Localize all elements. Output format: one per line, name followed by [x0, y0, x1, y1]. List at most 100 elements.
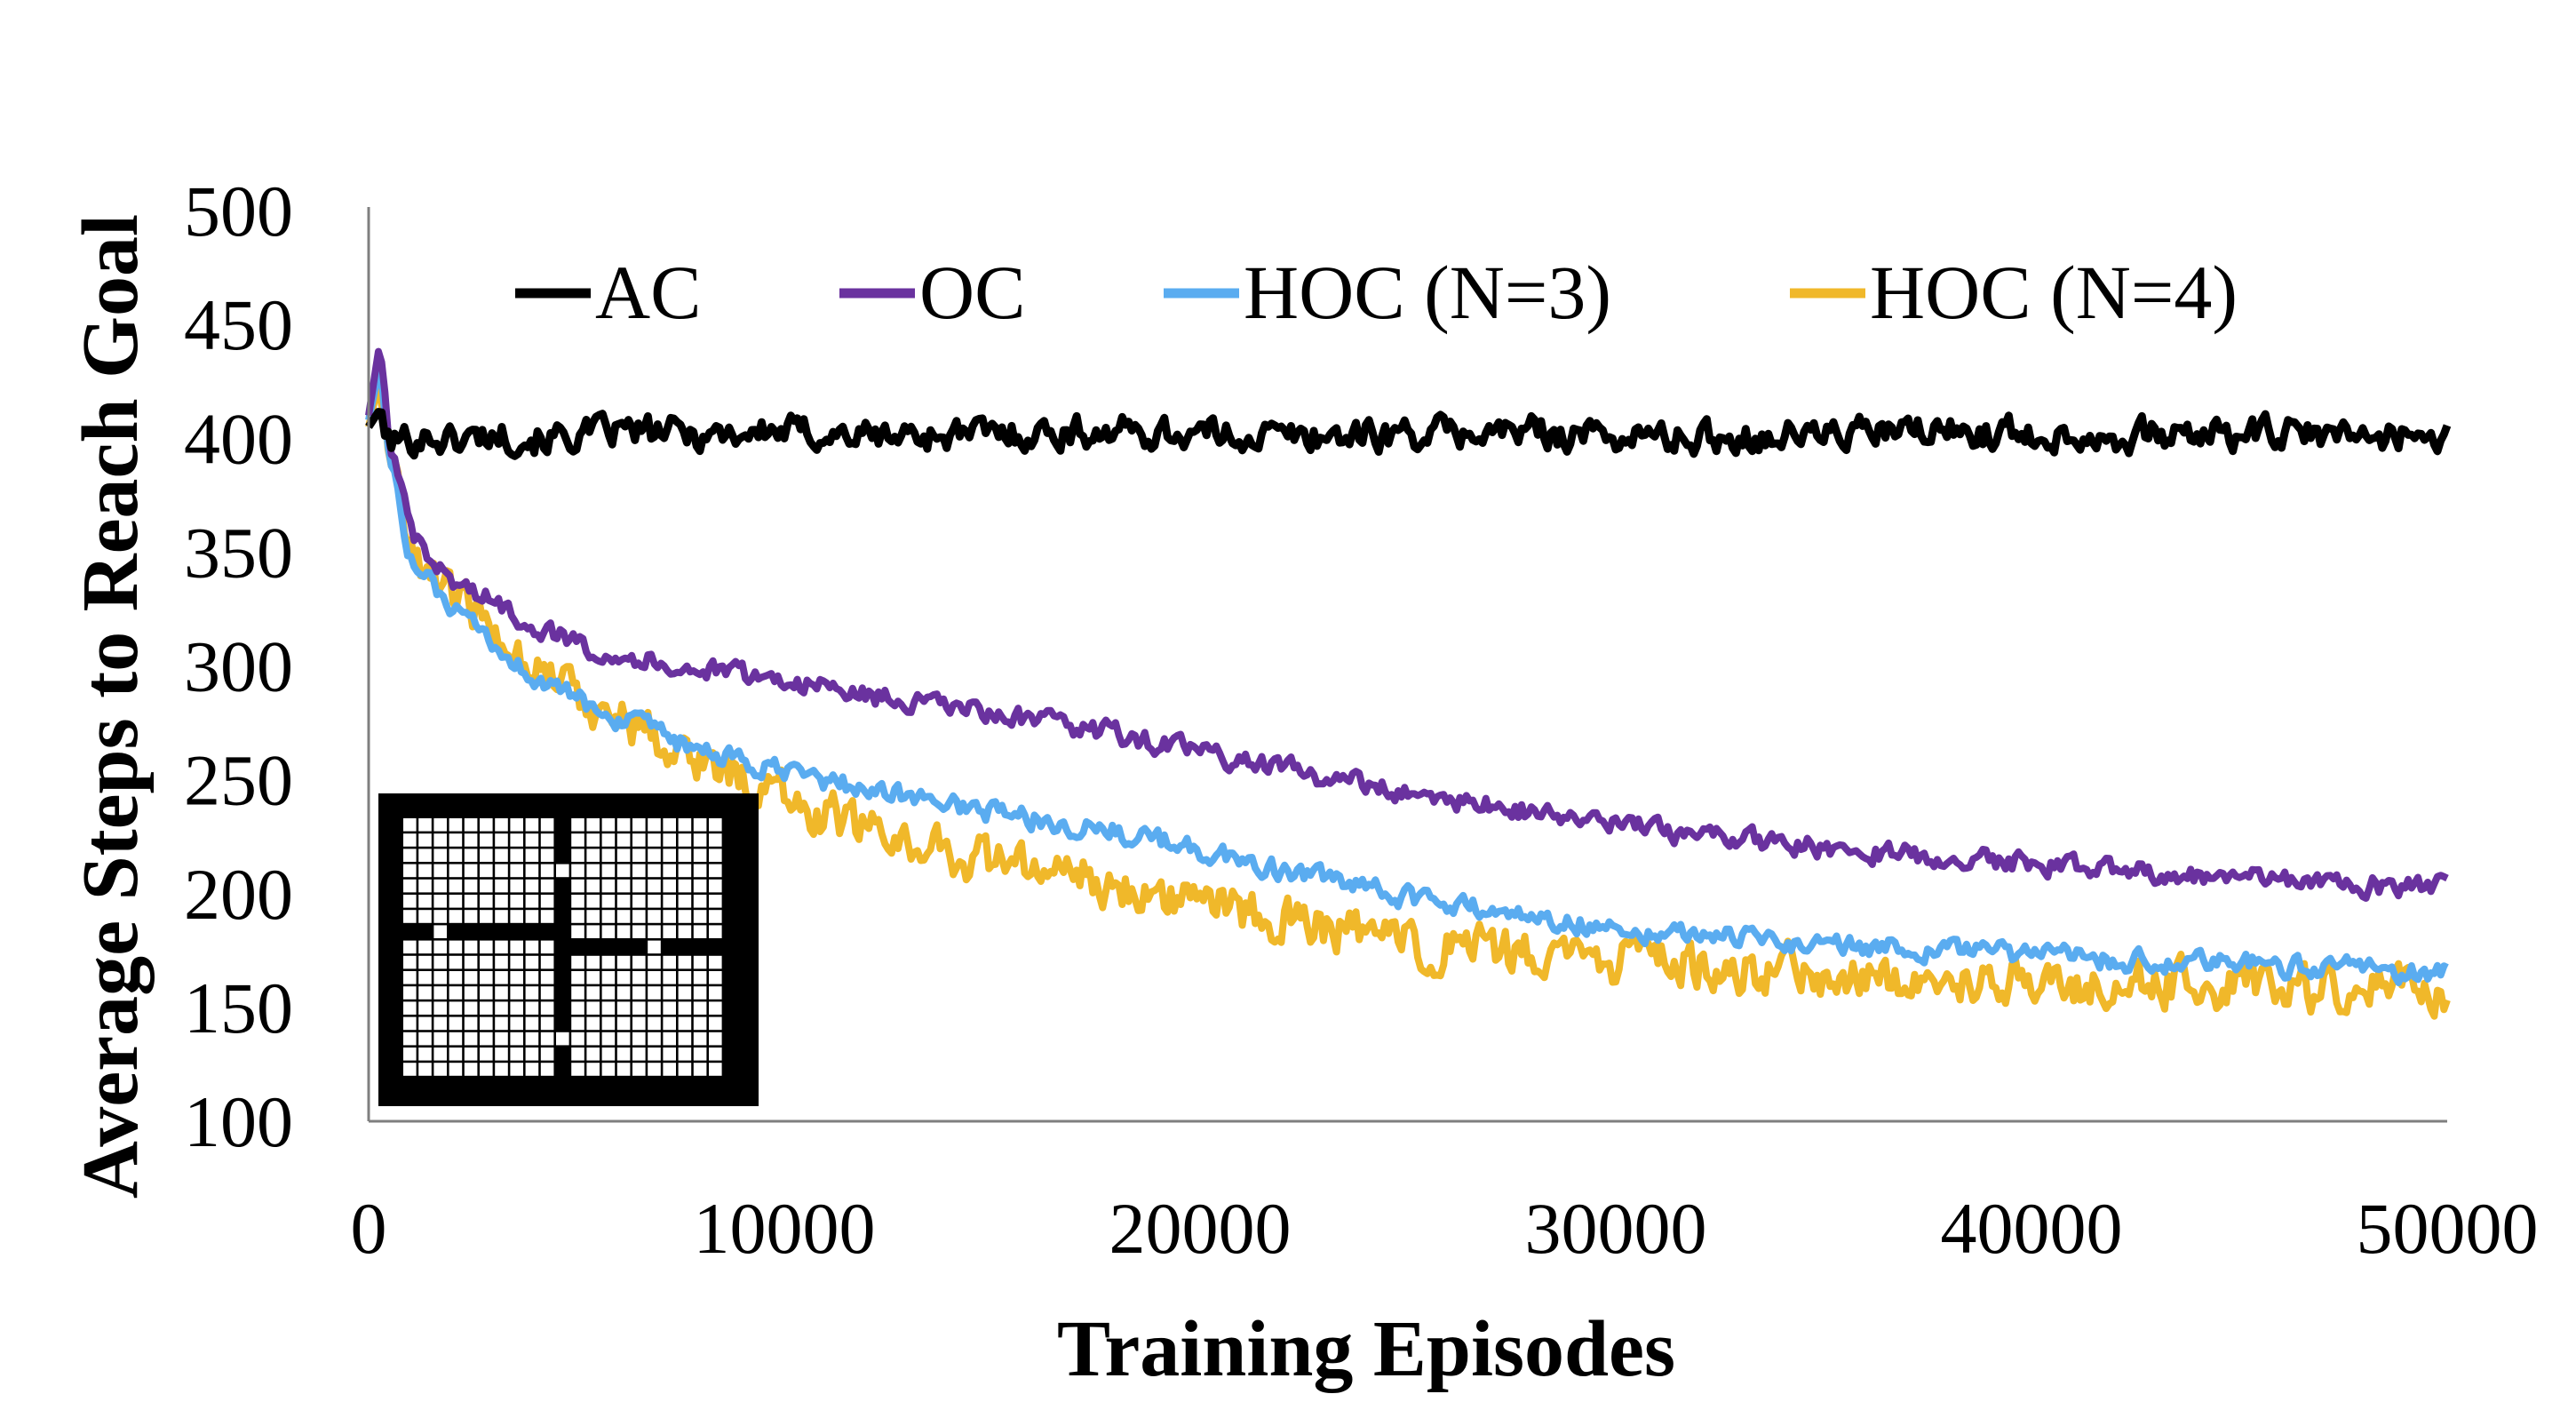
maze-cell: [693, 1032, 707, 1046]
maze-cell: [510, 1001, 523, 1015]
series-layer: [365, 347, 2452, 1020]
maze-cell: [709, 1016, 722, 1031]
maze-cell: [495, 1001, 508, 1015]
maze-cell: [418, 833, 432, 847]
y-tick-label: 250: [184, 740, 293, 821]
maze-cell: [464, 1063, 478, 1076]
maze-cell: [433, 1016, 447, 1031]
maze-cell: [648, 1048, 661, 1061]
maze-cell: [510, 864, 523, 878]
y-tick-label: 400: [184, 398, 293, 479]
maze-cell: [571, 925, 584, 938]
maze-cell: [678, 879, 692, 893]
maze-cell: [464, 971, 478, 984]
maze-cell: [403, 1032, 417, 1046]
x-tick-label: 40000: [1941, 1188, 2123, 1269]
maze-cell: [648, 848, 661, 862]
maze-cell: [663, 895, 676, 908]
maze-cell: [663, 864, 676, 878]
maze-cell: [648, 910, 661, 923]
maze-cell: [556, 940, 569, 954]
maze-cell: [418, 864, 432, 878]
maze-cell: [480, 1048, 493, 1061]
maze-cell: [480, 895, 493, 908]
maze-cell: [403, 925, 417, 938]
maze-cell: [648, 1001, 661, 1015]
maze-cell: [495, 1063, 508, 1076]
maze-cell: [693, 833, 707, 847]
maze-cell: [571, 986, 584, 1000]
maze-cell: [433, 848, 447, 862]
maze-cell: [525, 1063, 539, 1076]
maze-cell: [403, 1048, 417, 1061]
maze-cell: [616, 895, 631, 908]
maze-cell: [693, 910, 707, 923]
maze-cell: [480, 818, 493, 832]
maze-cell: [616, 864, 631, 878]
maze-cell: [601, 1032, 616, 1046]
maze-cell: [403, 955, 417, 969]
maze-cell: [663, 1001, 676, 1015]
maze-cell: [678, 1016, 692, 1031]
maze-cell: [601, 1048, 616, 1061]
axes-layer: [367, 207, 2447, 1123]
maze-cell: [601, 1063, 616, 1076]
maze-cell: [433, 986, 447, 1000]
maze-cell: [586, 818, 600, 832]
maze-cell: [464, 1048, 478, 1061]
maze-cell: [709, 848, 722, 862]
maze-cell: [495, 910, 508, 923]
maze-cell: [663, 1048, 676, 1061]
x-tick-label: 50000: [2357, 1188, 2539, 1269]
maze-cell: [540, 864, 554, 878]
maze-cell: [663, 848, 676, 862]
maze-cell: [586, 879, 600, 893]
maze-cell: [418, 1048, 432, 1061]
maze-cell: [433, 879, 447, 893]
maze-cell: [663, 955, 676, 969]
maze-cell: [616, 1001, 631, 1015]
maze-cell: [632, 848, 646, 862]
maze-cell: [525, 971, 539, 984]
maze-cell: [403, 833, 417, 847]
maze-cell: [540, 940, 554, 954]
maze-cell: [709, 910, 722, 923]
maze-cell: [571, 879, 584, 893]
maze-cell: [601, 818, 616, 832]
maze-cell: [601, 833, 616, 847]
maze-cell: [480, 940, 493, 954]
maze-cell: [709, 818, 722, 832]
maze-cell: [525, 986, 539, 1000]
series-line-oc: [365, 347, 2449, 902]
y-tick-label: 100: [184, 1081, 293, 1162]
maze-cell: [586, 955, 600, 969]
maze-cell: [663, 925, 676, 938]
maze-cell: [571, 1063, 584, 1076]
maze-cell: [678, 833, 692, 847]
maze-cell: [556, 833, 569, 847]
maze-cell: [586, 1016, 600, 1031]
maze-cell: [495, 879, 508, 893]
maze-cell: [418, 895, 432, 908]
maze-cell: [449, 940, 463, 954]
maze-cell: [571, 895, 584, 908]
maze-cell: [632, 910, 646, 923]
maze-cell: [616, 833, 631, 847]
maze-cell: [693, 971, 707, 984]
maze-cell: [571, 910, 584, 923]
maze-cell: [480, 971, 493, 984]
maze-cell: [632, 879, 646, 893]
maze-cell: [648, 1016, 661, 1031]
maze-cell: [678, 864, 692, 878]
series-line-hoc-n-4: [365, 380, 2451, 1020]
maze-cell: [571, 1016, 584, 1031]
maze-cell: [449, 864, 463, 878]
maze-cell: [571, 818, 584, 832]
maze-cell: [418, 1001, 432, 1015]
maze-cell: [648, 1063, 661, 1076]
maze-cell: [678, 971, 692, 984]
maze-cell: [449, 1048, 463, 1061]
maze-cell: [678, 848, 692, 862]
maze-cell: [510, 986, 523, 1000]
maze-cell: [632, 940, 646, 954]
